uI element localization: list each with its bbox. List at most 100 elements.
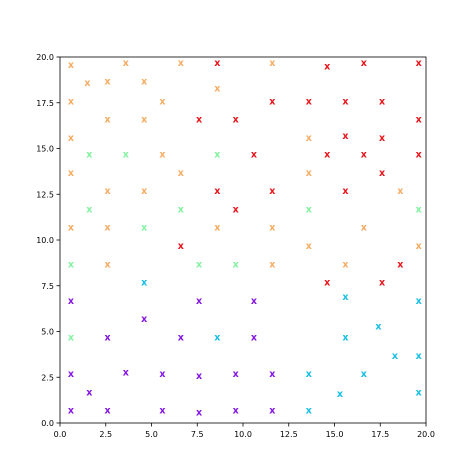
scatter-point-purple: x xyxy=(68,369,74,380)
scatter-point-purple: x xyxy=(196,371,202,382)
scatter-point-orange: x xyxy=(68,96,74,107)
data-points: x x x x x x x x x x x x x x x x x x x x x x x x x x x x x x x x x x x x x x x x… xyxy=(68,58,422,419)
x-tick-label: 0.0 xyxy=(54,430,67,439)
scatter-point-purple: x xyxy=(251,332,257,343)
scatter-point-green: x xyxy=(416,204,422,215)
scatter-point-green: x xyxy=(86,149,92,160)
scatter-point-red: x xyxy=(379,278,385,289)
scatter-point-orange: x xyxy=(159,96,165,107)
y-tick-label: 17.5 xyxy=(36,99,54,108)
scatter-point-red: x xyxy=(379,168,385,179)
scatter-point-orange: x xyxy=(306,241,312,252)
scatter-point-purple: x xyxy=(269,406,275,417)
scatter-point-orange: x xyxy=(84,78,90,89)
scatter-point-orange: x xyxy=(178,58,184,69)
scatter-point-purple: x xyxy=(105,406,111,417)
scatter-point-orange: x xyxy=(306,133,312,144)
x-tick-label: 20.0 xyxy=(417,430,435,439)
scatter-point-cyan: x xyxy=(337,389,343,400)
y-tick-label: 12.5 xyxy=(36,190,54,199)
y-tick-label: 5.0 xyxy=(41,328,54,337)
x-tick-label: 7.5 xyxy=(191,430,204,439)
scatter-point-red: x xyxy=(196,115,202,126)
scatter-point-orange: x xyxy=(306,168,312,179)
scatter-point-green: x xyxy=(306,204,312,215)
scatter-point-red: x xyxy=(416,115,422,126)
scatter-point-green: x xyxy=(141,223,147,234)
scatter-point-orange: x xyxy=(68,60,74,71)
x-tick-label: 15.0 xyxy=(326,430,344,439)
scatter-point-orange: x xyxy=(269,58,275,69)
scatter-point-red: x xyxy=(379,96,385,107)
x-tick-label: 5.0 xyxy=(145,430,158,439)
scatter-point-orange: x xyxy=(342,259,348,270)
scatter-point-orange: x xyxy=(105,186,111,197)
scatter-point-red: x xyxy=(342,96,348,107)
scatter-point-cyan: x xyxy=(141,278,147,289)
scatter-point-cyan: x xyxy=(306,369,312,380)
scatter-point-green: x xyxy=(68,259,74,270)
scatter-point-cyan: x xyxy=(416,351,422,362)
scatter-point-purple: x xyxy=(269,369,275,380)
scatter-point-red: x xyxy=(379,133,385,144)
x-axis: 0.0 2.5 5.0 7.5 10.0 12.5 15.0 17.5 20.0 xyxy=(54,423,435,439)
scatter-point-red: x xyxy=(214,186,220,197)
scatter-point-red: x xyxy=(269,186,275,197)
scatter-point-cyan: x xyxy=(342,332,348,343)
scatter-point-cyan: x xyxy=(416,387,422,398)
scatter-point-orange: x xyxy=(269,259,275,270)
x-tick-label: 2.5 xyxy=(99,430,112,439)
scatter-point-purple: x xyxy=(233,406,239,417)
scatter-point-orange: x xyxy=(416,241,422,252)
x-tick-label: 12.5 xyxy=(280,430,298,439)
scatter-point-red: x xyxy=(324,62,330,73)
scatter-point-red: x xyxy=(416,149,422,160)
scatter-point-purple: x xyxy=(141,314,147,325)
scatter-point-cyan: x xyxy=(375,322,381,333)
scatter-point-red: x xyxy=(251,149,257,160)
scatter-point-orange: x xyxy=(123,58,129,69)
scatter-point-purple: x xyxy=(68,296,74,307)
scatter-point-purple: x xyxy=(159,406,165,417)
scatter-point-purple: x xyxy=(178,332,184,343)
scatter-point-orange: x xyxy=(397,186,403,197)
scatter-point-red: x xyxy=(214,58,220,69)
scatter-point-orange: x xyxy=(269,223,275,234)
scatter-point-cyan: x xyxy=(306,406,312,417)
scatter-point-purple: x xyxy=(123,367,129,378)
scatter-point-red: x xyxy=(397,259,403,270)
scatter-point-green: x xyxy=(86,204,92,215)
scatter-point-purple: x xyxy=(196,296,202,307)
scatter-point-cyan: x xyxy=(361,369,367,380)
y-tick-label: 7.5 xyxy=(41,282,54,291)
scatter-point-purple: x xyxy=(105,332,111,343)
y-tick-label: 15.0 xyxy=(36,145,54,154)
scatter-point-cyan: x xyxy=(342,292,348,303)
scatter-point-cyan: x xyxy=(214,332,220,343)
scatter-point-red: x xyxy=(361,58,367,69)
scatter-point-green: x xyxy=(196,259,202,270)
scatter-point-green: x xyxy=(123,149,129,160)
scatter-point-purple: x xyxy=(159,369,165,380)
plot-area-frame xyxy=(59,56,427,424)
scatter-point-orange: x xyxy=(178,168,184,179)
scatter-point-orange: x xyxy=(141,76,147,87)
scatter-point-green: x xyxy=(68,332,74,343)
scatter-point-orange: x xyxy=(105,223,111,234)
scatter-point-orange: x xyxy=(105,115,111,126)
y-tick-label: 10.0 xyxy=(36,236,54,245)
scatter-point-purple: x xyxy=(86,387,92,398)
scatter-point-red: x xyxy=(324,278,330,289)
scatter-point-green: x xyxy=(178,204,184,215)
y-tick-label: 0.0 xyxy=(41,419,54,428)
scatter-point-orange: x xyxy=(105,259,111,270)
scatter-point-red: x xyxy=(178,241,184,252)
scatter-point-purple: x xyxy=(196,408,202,419)
scatter-point-orange: x xyxy=(68,168,74,179)
scatter-point-green: x xyxy=(233,259,239,270)
x-tick-label: 10.0 xyxy=(234,430,252,439)
scatter-point-red: x xyxy=(416,58,422,69)
scatter-point-orange: x xyxy=(361,223,367,234)
